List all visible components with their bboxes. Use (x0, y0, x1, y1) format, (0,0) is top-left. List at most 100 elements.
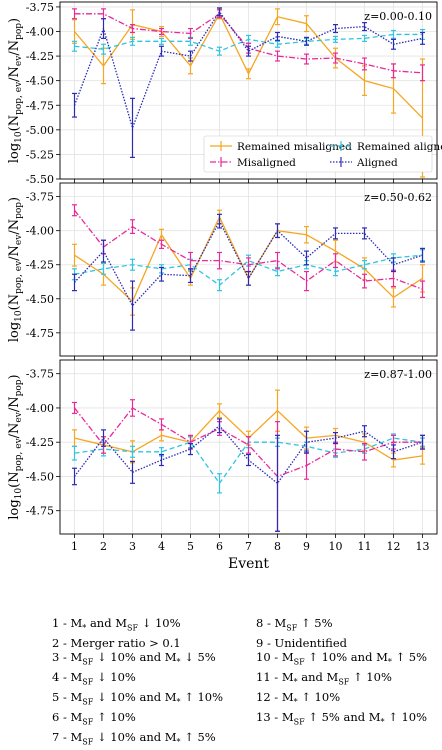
x-tick-label: 9 (303, 540, 310, 553)
event-key-subscript: * (293, 677, 298, 687)
event-key-left: 1 - M* and MSF ↓ 10% 2 - Merger ratio > 0… (52, 616, 223, 750)
y-axis-label: log10(Npop, ev/Nev/Npop) (7, 374, 24, 519)
event-key-subscript: SF (338, 677, 350, 687)
x-tick-label: 12 (387, 540, 401, 553)
event-key-text: ↑ 10% (297, 690, 341, 705)
event-key-text: 13 - M (256, 710, 294, 725)
event-key-text: ↑ 10% (349, 670, 392, 685)
x-tick-label: 5 (187, 540, 194, 553)
event-key-text: ↑ 10% (93, 710, 136, 725)
event-key-item: 5 - MSF ↓ 10% and M* ↑ 10% (52, 690, 223, 710)
event-key-subscript: SF (293, 657, 305, 667)
data-layer (72, 7, 425, 178)
event-key-text: ↑ 10% and M (304, 650, 388, 665)
event-key-item: 12 - M* ↑ 10% (256, 690, 427, 710)
y-tick-label: -5.50 (26, 173, 54, 186)
event-key-item: 8 - MSF ↑ 5% (256, 616, 427, 636)
event-key-item: 2 - Merger ratio > 0.1 (52, 636, 223, 651)
event-key-text: ↓ 5% (180, 650, 216, 665)
event-key-text: ↑ 5% (180, 730, 216, 745)
data-layer (72, 389, 425, 532)
event-key-subscript: * (387, 657, 392, 667)
y-tick-label: -4.25 (26, 436, 54, 449)
event-key-subscript: SF (293, 717, 305, 727)
y-tick-label: -5.25 (26, 148, 54, 161)
event-key-item: 6 - MSF ↑ 10% (52, 710, 223, 730)
x-tick-label: 2 (100, 540, 107, 553)
event-key-subscript: SF (82, 737, 94, 747)
event-key-text: 3 - M (52, 650, 83, 665)
legend-label: Aligned (356, 157, 398, 169)
event-key-text: 9 - Unidentified (256, 635, 348, 650)
event-key-text: 1 - M (52, 616, 83, 630)
legend-label: Remained aligned (357, 141, 442, 153)
series-remained-aligned (72, 28, 425, 56)
event-key-item: 3 - MSF ↓ 10% and M* ↓ 5% (52, 650, 223, 670)
x-tick-label: 7 (245, 540, 252, 553)
redshift-label: z=0.00-0.10 (364, 10, 432, 23)
legend: Remained misaligned Remained aligned Misal… (203, 135, 442, 173)
event-key-text: 10 - M (256, 650, 294, 665)
legend-label: Remained misaligned (237, 141, 352, 153)
event-key-subscript: * (293, 697, 298, 707)
y-tick-label: -4.75 (26, 505, 54, 518)
y-tick-label: -4.00 (26, 402, 54, 415)
event-key-text: 4 - M (52, 670, 83, 685)
event-key-subscript: SF (82, 677, 94, 687)
y-tick-label: -3.75 (26, 368, 54, 381)
x-tick-label: 6 (216, 540, 223, 553)
y-tick-label: -4.50 (26, 75, 54, 88)
series-aligned (72, 418, 425, 532)
event-key-text: 8 - M (256, 616, 287, 630)
x-tick-label: 13 (416, 540, 430, 553)
event-key-subscript: * (176, 657, 181, 667)
event-key-text: ↓ 10% (138, 616, 181, 630)
redshift-label: z=0.87-1.00 (364, 368, 432, 381)
y-tick-label: -4.75 (26, 327, 54, 340)
event-key-text: ↑ 5% (297, 616, 333, 630)
event-key-subscript: * (176, 697, 181, 707)
y-tick-label: -4.00 (26, 225, 54, 238)
event-key-text: ↑ 5% (391, 650, 428, 665)
event-key-item: 13 - MSF ↑ 5% and M* ↑ 10% (256, 710, 427, 730)
event-key-subscript: SF (127, 623, 139, 633)
series-line (74, 254, 423, 286)
y-axis-label: log10(Npop, ev/Nev/Npop) (7, 197, 24, 342)
event-key-subscript: * (82, 623, 87, 633)
legend-box (203, 135, 433, 173)
panel-frame (59, 1, 438, 180)
redshift-label: z=0.50-0.62 (364, 191, 432, 204)
y-tick-label: -4.25 (26, 259, 54, 272)
x-tick-label: 3 (129, 540, 136, 553)
event-key-text: ↑ 5% and M (304, 710, 381, 725)
event-key-text: 5 - M (52, 690, 83, 705)
series-line (73, 424, 423, 485)
panel-2: -3.75 -4.00 -4.25 -4.50 -4.75 z=0.50-0.62 log1… (7, 182, 438, 360)
panel-3: -3.75 -4.00 -4.25 -4.50 -4.75 z=0.87-1.00 log1… (7, 359, 438, 538)
event-key-item: 10 - MSF ↑ 10% and M* ↑ 5% (256, 650, 427, 670)
event-key-text: 6 - M (52, 710, 83, 725)
series-line (73, 407, 423, 478)
legend-label: Misaligned (237, 157, 296, 169)
event-key-text: 12 - M (256, 690, 294, 705)
event-key-text: ↑ 10% (180, 690, 224, 705)
event-key-item: 7 - MSF ↓ 10% and M* ↑ 5% (52, 730, 223, 750)
event-key-item: 11 - M* and MSF ↑ 10% (256, 670, 427, 690)
y-tick-label: -5.00 (26, 124, 54, 137)
event-key-text: ↓ 10% and M (93, 650, 177, 665)
event-key-subscript: SF (82, 717, 94, 727)
y-tick-label: -3.75 (26, 191, 54, 204)
event-key-text: 7 - M (52, 730, 83, 745)
y-tick-label: -4.50 (26, 470, 54, 483)
event-key-text: ↓ 10% and M (93, 690, 177, 705)
event-key-text: ↑ 10% (384, 710, 428, 725)
event-key-subscript: SF (82, 697, 94, 707)
event-key-text: ↓ 10% and M (93, 730, 177, 745)
panel-1: -3.75 -4.00 -4.25 -4.50 -4.75 -5.00 -5.25 -5.50… (7, 1, 442, 186)
y-tick-label: -4.50 (26, 293, 54, 306)
event-key-right: 8 - MSF ↑ 5% 9 - Unidentified 10 - MSF ↑ 1… (256, 616, 427, 730)
series-aligned (72, 7, 425, 158)
x-tick-label: 8 (274, 540, 281, 553)
event-key-text: 2 - Merger ratio > 0.1 (52, 635, 181, 650)
series-aligned (72, 213, 425, 331)
